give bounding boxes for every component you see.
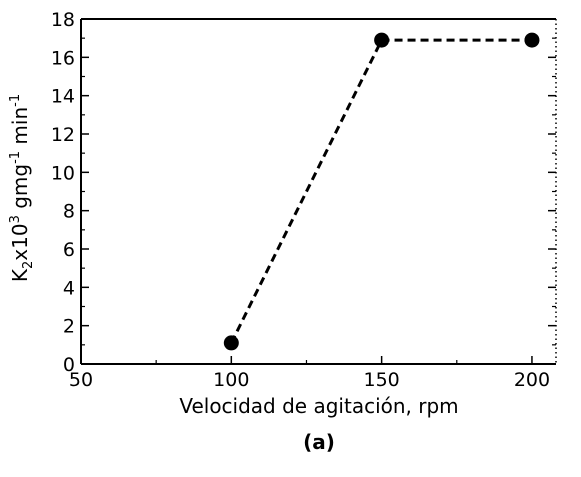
x-tick-label-150: 150 [364, 369, 400, 391]
y-label-superscript-1: 3 [8, 215, 23, 223]
y-tick-label-6: 6 [63, 239, 75, 261]
y-label-prefix: K [8, 268, 32, 282]
data-point-200 [524, 32, 540, 48]
series-line-0 [229, 38, 532, 344]
y-label-subscript: 2 [21, 261, 36, 269]
x-tick-label-200: 200 [514, 369, 550, 391]
y-tick-label-2: 2 [63, 316, 75, 338]
y-label-mid-2: gmg [8, 164, 32, 215]
y-tick-label-16: 16 [51, 47, 75, 69]
y-label-superscript-2: -1 [8, 151, 23, 164]
axis-ticks [80, 18, 556, 365]
y-label-superscript-3: -1 [8, 94, 23, 107]
plot-frame [80, 18, 557, 365]
y-tick-label-0: 0 [63, 354, 75, 376]
x-tick-label-50: 50 [69, 369, 93, 391]
data-point-100 [223, 335, 239, 351]
x-tick-label-100: 100 [213, 369, 249, 391]
y-tick-label-10: 10 [51, 162, 75, 184]
x-axis-label: Velocidad de agitación, rpm [179, 394, 458, 418]
y-label-mid: x10 [8, 223, 32, 260]
y-tick-label-8: 8 [63, 201, 75, 223]
y-tick-label-18: 18 [51, 9, 75, 31]
y-tick-label-12: 12 [51, 124, 75, 146]
y-label-mid-3: min [8, 107, 32, 151]
y-tick-label-4: 4 [63, 277, 75, 299]
y-axis-label: K2x103 gmg-1 min-1 [8, 94, 36, 282]
figure-caption: (a) [303, 430, 335, 454]
data-series [223, 32, 540, 351]
tick-labels: 50 100 150 200 0 2 4 6 8 10 12 14 16 18 [51, 9, 550, 391]
y-tick-label-14: 14 [51, 86, 75, 108]
data-point-150 [374, 32, 390, 48]
